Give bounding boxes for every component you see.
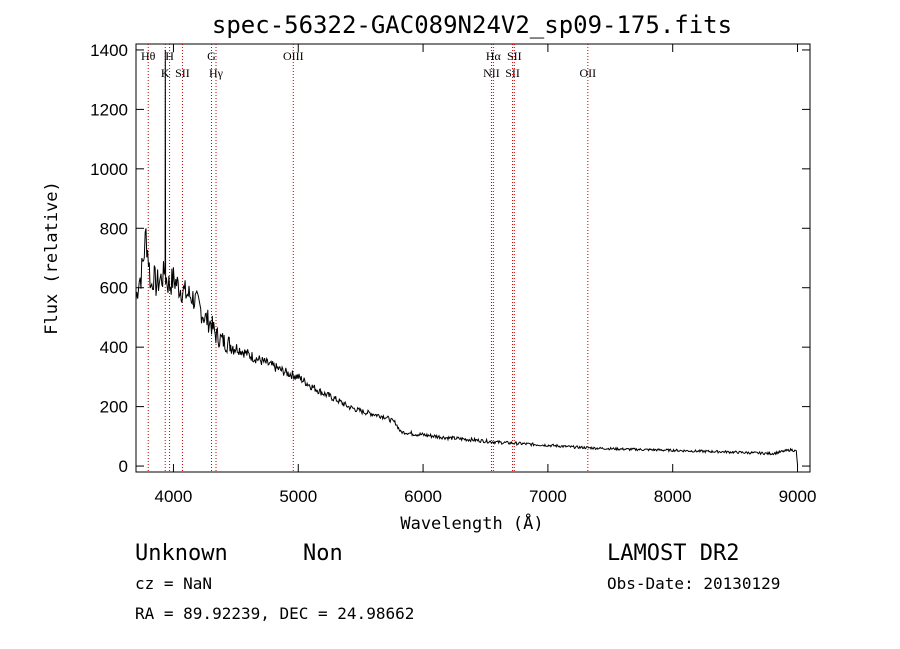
y-tick-label: 1000 — [90, 160, 128, 179]
cz-line: cz = NaN — [135, 574, 212, 593]
emission-line-label: H — [165, 49, 174, 63]
y-axis-ticks: 0 200 400 600 800 1000 1200 1400 — [90, 41, 810, 476]
chart-title: spec-56322-GAC089N24V2_sp09-175.fits — [212, 11, 732, 39]
emission-line-label: Hα — [486, 49, 502, 63]
x-tick-label: 4000 — [155, 487, 193, 506]
subclass-label: Non — [303, 541, 343, 566]
y-tick-label: 1400 — [90, 41, 128, 60]
spectrum-series — [135, 49, 798, 465]
x-tick-label: 9000 — [779, 487, 817, 506]
y-tick-label: 200 — [100, 398, 128, 417]
emission-line-label: G — [207, 49, 216, 63]
emission-line-label: OIII — [283, 49, 304, 63]
x-axis-label: Wavelength (Å) — [400, 512, 543, 534]
emission-line-label: SII — [505, 66, 520, 80]
survey-label: LAMOST DR2 — [607, 541, 739, 566]
x-tick-label: 8000 — [654, 487, 692, 506]
x-axis-ticks: 4000 5000 6000 7000 8000 9000 — [155, 44, 817, 506]
y-tick-label: 1200 — [90, 100, 128, 119]
emission-line-label: SII — [175, 66, 190, 80]
x-tick-label: 6000 — [404, 487, 442, 506]
spectrum-line — [135, 49, 798, 465]
x-tick-label: 7000 — [529, 487, 567, 506]
emission-line-label: NII — [483, 66, 500, 80]
y-tick-label: 600 — [100, 279, 128, 298]
emission-line-label: OII — [579, 66, 596, 80]
plot-frame — [135, 43, 811, 473]
y-tick-label: 800 — [100, 219, 128, 238]
obs-date-line: Obs-Date: 20130129 — [607, 574, 780, 593]
radec-line: RA = 89.92239, DEC = 24.98662 — [135, 604, 414, 623]
emission-line-label: SII — [507, 49, 522, 63]
y-tick-label: 0 — [119, 457, 128, 476]
y-axis-label: Flux (relative) — [42, 181, 62, 335]
class-label: Unknown — [135, 541, 228, 566]
x-tick-label: 5000 — [279, 487, 317, 506]
emission-line-label: Hθ — [141, 49, 156, 63]
y-tick-label: 400 — [100, 338, 128, 357]
emission-line-label: Hγ — [209, 66, 224, 80]
